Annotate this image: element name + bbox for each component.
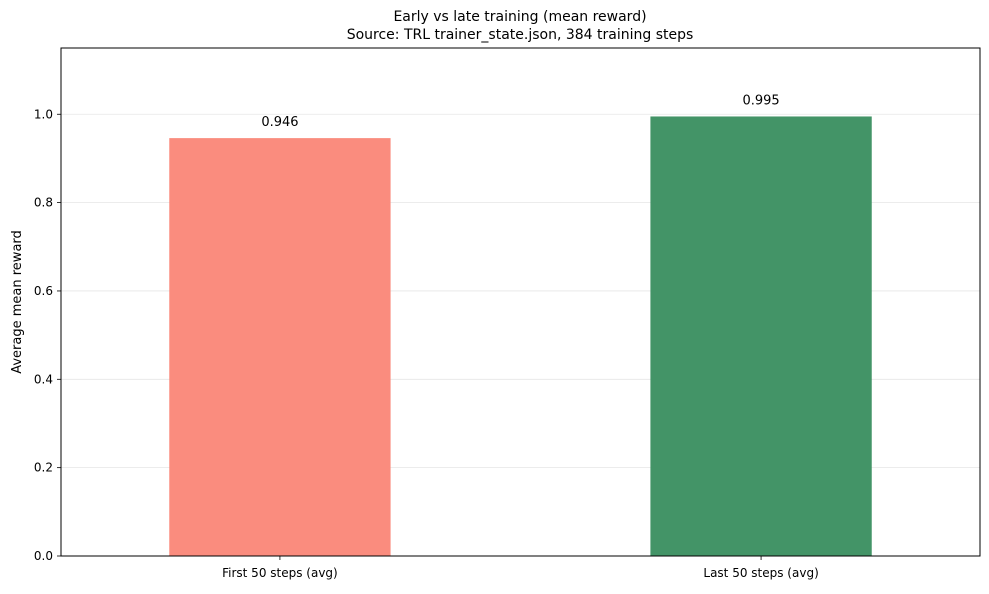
x-tick-label: First 50 steps (avg)	[222, 566, 338, 580]
y-tick-label: 0.4	[34, 372, 53, 386]
axes: 0.0 0.2 0.4 0.6 0.8 1.0 First 50 steps (avg) La…	[34, 47, 981, 580]
y-tick-label: 0.2	[34, 461, 53, 475]
y-tick-label: 0.6	[34, 284, 53, 298]
y-tick-label: 1.0	[34, 107, 53, 121]
chart-subtitle: Source: TRL trainer_state.json, 384 trai…	[347, 27, 694, 43]
plot-frame	[60, 47, 981, 557]
bar-value-label: 0.946	[261, 115, 298, 130]
y-tick-label: 0.8	[34, 196, 53, 210]
chart-title: Early vs late training (mean reward)	[393, 9, 646, 25]
bar	[650, 116, 872, 556]
bars	[169, 116, 872, 556]
y-tick-label: 0.0	[34, 549, 53, 563]
bar	[169, 138, 391, 556]
y-axis-label: Average mean reward	[10, 230, 25, 374]
bar-value-label: 0.995	[742, 93, 779, 108]
value-labels: 0.946 0.995	[261, 93, 779, 130]
x-tick-label: Last 50 steps (avg)	[703, 566, 818, 580]
